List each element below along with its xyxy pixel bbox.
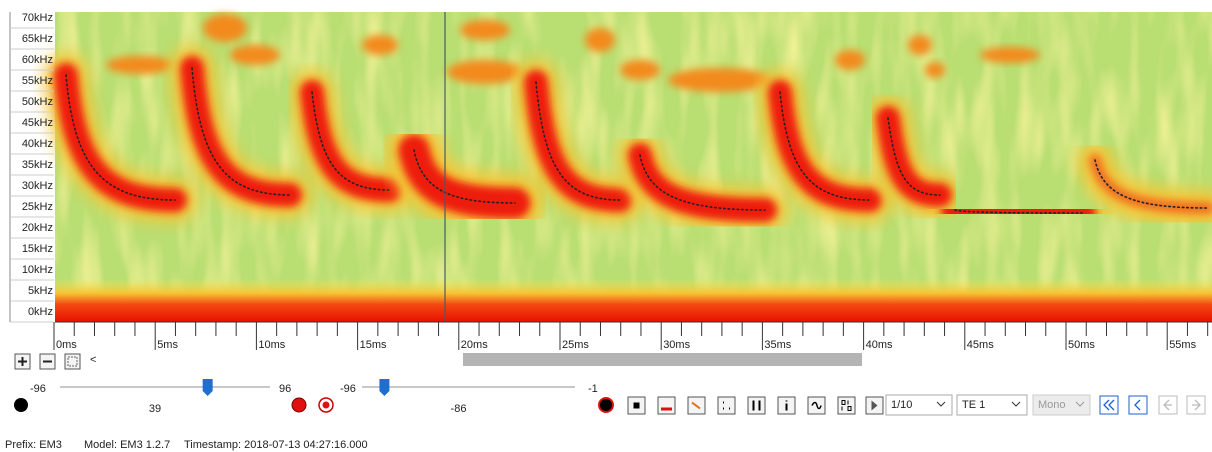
time-label: 40ms — [866, 339, 893, 351]
time-label: 30ms — [663, 339, 690, 351]
scrollbar-thumb[interactable] — [463, 353, 862, 366]
frequency-label: 40kHz — [22, 138, 53, 150]
harmonic — [668, 68, 772, 92]
harmonic — [620, 60, 660, 80]
status-timestamp: Timestamp: 2018-07-13 04:27:16.000 — [184, 439, 368, 451]
frequency-label: 65kHz — [22, 33, 53, 45]
app-window: 70kHz 65kHz 60kHz 55kHz 50kHz 45kHz 40kHz 35kHz… — [0, 0, 1212, 452]
time-label: 35ms — [764, 339, 791, 351]
slider-min: -96 — [30, 383, 46, 395]
frequency-label: 25kHz — [22, 201, 53, 213]
harmonic — [835, 50, 865, 70]
tool-button[interactable] — [838, 397, 855, 414]
black-marker[interactable] — [14, 398, 28, 412]
frequency-label: 55kHz — [22, 75, 53, 87]
time-label: 55ms — [1169, 339, 1196, 351]
harmonic — [585, 28, 615, 52]
harmonic — [106, 56, 174, 74]
harmonic — [230, 45, 280, 65]
toolbar — [628, 397, 883, 414]
harmonic — [203, 14, 247, 42]
slider-max: -1 — [588, 383, 598, 395]
harmonic — [908, 35, 932, 55]
icon — [634, 403, 640, 409]
frequency-label: 20kHz — [22, 222, 53, 234]
frequency-label: 35kHz — [22, 159, 53, 171]
dropdown-value: Mono — [1038, 399, 1066, 411]
harmonic — [362, 35, 398, 55]
frequency-label: 5kHz — [28, 285, 53, 297]
time-label: 15ms — [360, 339, 387, 351]
status-model: Model: EM3 1.2.7 — [84, 439, 170, 451]
time-label: 50ms — [1068, 339, 1095, 351]
playback-rate-dropdown[interactable]: 1/10 — [886, 395, 952, 415]
time-label: 10ms — [258, 339, 285, 351]
time-label: 20ms — [461, 339, 488, 351]
icon — [661, 408, 672, 411]
frequency-label: 0kHz — [28, 306, 53, 318]
dropdown-value: TE 1 — [962, 399, 985, 411]
black-red-marker[interactable] — [599, 398, 613, 412]
dropdown-value: 1/10 — [891, 399, 912, 411]
slider-max: 96 — [279, 383, 291, 395]
harmonic — [925, 62, 945, 78]
tool-button[interactable] — [658, 397, 675, 414]
harmonic — [447, 60, 523, 84]
frequency-label: 30kHz — [22, 180, 53, 192]
frequency-label: 50kHz — [22, 96, 53, 108]
tool-button[interactable] — [748, 397, 765, 414]
slider-min: -96 — [340, 383, 356, 395]
icon — [323, 402, 330, 409]
status-prefix: Prefix: EM3 — [5, 439, 62, 451]
frequency-label: 15kHz — [22, 243, 53, 255]
channel-dropdown[interactable]: TE 1 — [957, 395, 1027, 415]
low-frequency-band — [55, 278, 1212, 322]
scroll-left-button[interactable]: < — [90, 354, 96, 366]
mode-dropdown[interactable]: Mono — [1033, 395, 1090, 415]
red-marker[interactable] — [292, 398, 306, 412]
tool-button[interactable] — [718, 397, 735, 414]
frequency-label: 45kHz — [22, 117, 53, 129]
frequency-label: 10kHz — [22, 264, 53, 276]
slider-value: 39 — [149, 403, 161, 415]
frequency-label: 60kHz — [22, 54, 53, 66]
time-label: 25ms — [562, 339, 589, 351]
harmonic — [460, 20, 510, 40]
nav-button[interactable] — [1129, 396, 1147, 414]
time-label: 5ms — [157, 339, 178, 351]
slider-value: -86 — [451, 403, 467, 415]
harmonic — [980, 47, 1040, 63]
time-label: 0ms — [56, 339, 77, 351]
time-label: 45ms — [967, 339, 994, 351]
zoom-fit-button[interactable] — [65, 354, 80, 369]
frequency-label: 70kHz — [22, 12, 53, 24]
spectrogram — [55, 12, 1212, 322]
